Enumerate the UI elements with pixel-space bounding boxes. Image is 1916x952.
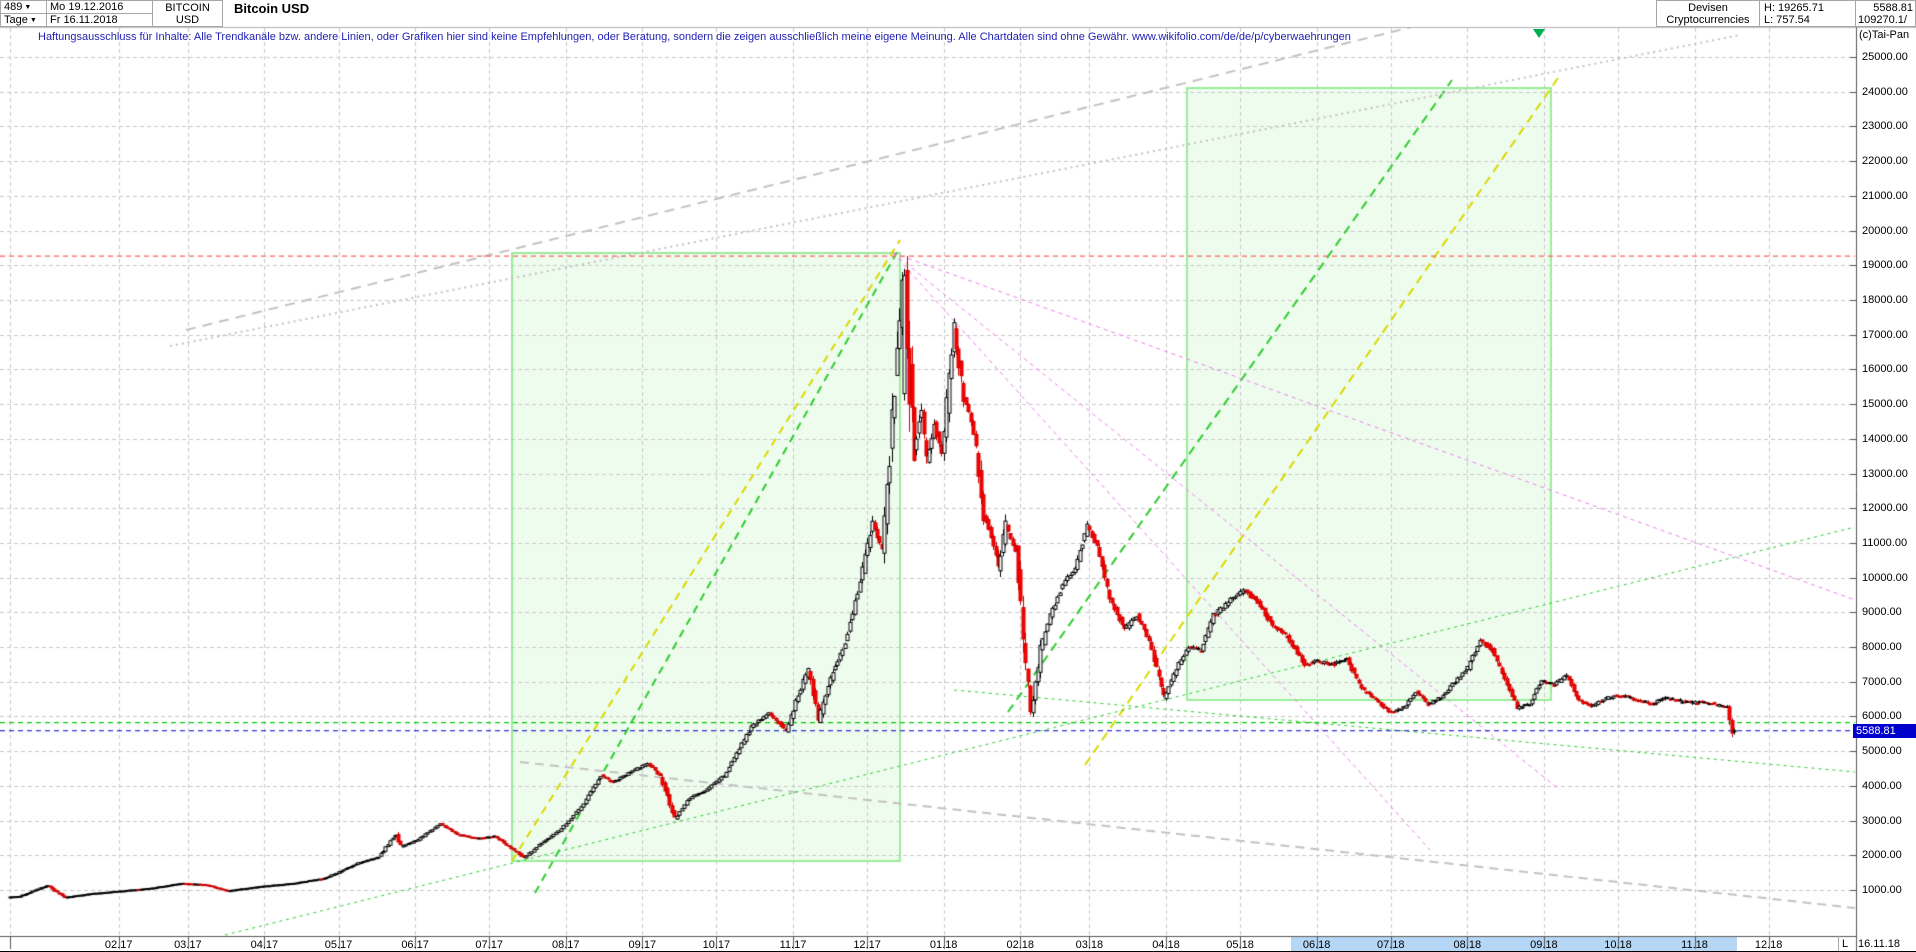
chevron-down-icon: ▼ [29, 16, 37, 24]
period-count-value: 489 [4, 1, 23, 13]
y-axis-label: 23000.00 [1862, 120, 1908, 133]
x-axis-label: 01.18 [929, 939, 958, 951]
y-axis-label: 25000.00 [1862, 51, 1908, 63]
x-axis-label: 11.17 [779, 939, 807, 951]
copyright-label: (c)Tai-Pan [1859, 29, 1910, 41]
x-axis-label: 09.17 [628, 939, 657, 951]
y-axis-label: 11000.00 [1862, 536, 1908, 549]
y-axis-label: 15000.00 [1862, 398, 1908, 411]
y-axis-label: 6000.00 [1862, 710, 1902, 723]
last-date-label: 16.11.18 [1858, 938, 1901, 950]
x-axis-label: 04.17 [250, 939, 279, 951]
y-axis-label: 18000.00 [1862, 293, 1908, 306]
x-axis-label: 10.18 [1604, 939, 1632, 951]
y-axis-label: 4000.00 [1862, 779, 1902, 792]
x-axis-label: 04.18 [1152, 939, 1180, 951]
y-axis-label: 10000.00 [1862, 571, 1908, 584]
market-category-line1: Devisen [1688, 1, 1728, 14]
x-axis-label: 05.18 [1226, 939, 1254, 951]
y-axis-label: 16000.00 [1862, 363, 1908, 376]
y-axis-label: 2000.00 [1862, 849, 1902, 862]
period-high-value: H: 19265.71 [1764, 1, 1824, 14]
y-axis-label: 1000.00 [1862, 884, 1902, 896]
x-axis-label: 07.18 [1376, 939, 1405, 951]
date-from-field[interactable]: Mo 19.12.2016 [46, 0, 153, 14]
y-axis-label: 21000.00 [1862, 189, 1908, 202]
y-axis-label: 17000.00 [1862, 328, 1908, 341]
y-axis-label: 5000.00 [1862, 745, 1902, 758]
x-axis-label: 05.17 [324, 939, 353, 951]
period-type-dropdown[interactable]: Tage ▼ [0, 13, 47, 27]
x-axis-label: 03.18 [1075, 939, 1104, 951]
y-axis-label: 24000.00 [1862, 85, 1908, 98]
last-price-value: 5588.81 [1873, 1, 1913, 14]
x-axis-label: 12.18 [1754, 939, 1783, 951]
x-axis-label: 07.17 [475, 939, 503, 951]
chart-title: Bitcoin USD [228, 1, 316, 16]
period-type-value: Tage [4, 14, 28, 26]
market-category-line2: Cryptocurrencies [1666, 13, 1750, 26]
market-category-cell: Devisen Cryptocurrencies [1656, 0, 1760, 27]
y-axis-label: 9000.00 [1862, 606, 1902, 619]
y-axis-label: 13000.00 [1862, 467, 1908, 480]
symbol-currency: USD [175, 13, 200, 26]
current-price-tag: 5588.81 [1853, 723, 1916, 738]
high-low-cell: H: 19265.71 L: 757.54 [1759, 0, 1856, 27]
period-count-dropdown[interactable]: 489 ▼ [0, 0, 47, 14]
y-axis-label: 20000.00 [1862, 224, 1908, 237]
last-bar-marker: L [1842, 938, 1849, 950]
x-axis-label: 06.17 [401, 939, 429, 951]
chevron-down-icon: ▼ [24, 3, 32, 11]
date-from-value: Mo 19.12.2016 [50, 1, 124, 13]
disclaimer-text: Haftungsausschluss für Inhalte: Alle Tre… [38, 31, 1351, 43]
symbol-cell[interactable]: BITCOIN USD [152, 0, 223, 27]
y-axis-label: 22000.00 [1862, 155, 1908, 168]
x-axis-label: 08.18 [1453, 939, 1482, 951]
date-to-field[interactable]: Fr 16.11.2018 [46, 13, 153, 27]
period-low-value: L: 757.54 [1764, 13, 1810, 26]
x-axis-label: 10.17 [702, 939, 731, 951]
x-axis-label: 09.18 [1530, 939, 1558, 951]
y-axis-label: 8000.00 [1862, 641, 1902, 654]
last-price-cell: 5588.81 109270.1/ [1855, 0, 1916, 27]
y-axis-label: 12000.00 [1862, 502, 1908, 515]
x-axis-label: 12.17 [853, 939, 881, 951]
x-axis-label: 02.18 [1006, 939, 1034, 951]
x-axis-label: 11.18 [1681, 939, 1708, 951]
symbol-name: BITCOIN [165, 1, 210, 14]
x-axis-label: 03.17 [174, 939, 202, 951]
y-axis-label: 14000.00 [1862, 432, 1908, 445]
volume-value: 109270.1/ [1858, 13, 1907, 26]
y-axis-label: 3000.00 [1862, 814, 1902, 827]
x-axis-label: 08.17 [551, 939, 580, 951]
y-axis-label: 7000.00 [1862, 675, 1902, 688]
marker-triangle-icon [1533, 29, 1545, 38]
axis-divider [1838, 936, 1839, 951]
x-axis-label: 06.18 [1302, 939, 1331, 951]
date-to-value: Fr 16.11.2018 [50, 14, 118, 26]
y-axis-label: 19000.00 [1862, 259, 1908, 272]
x-axis-label: 02.17 [104, 939, 133, 951]
